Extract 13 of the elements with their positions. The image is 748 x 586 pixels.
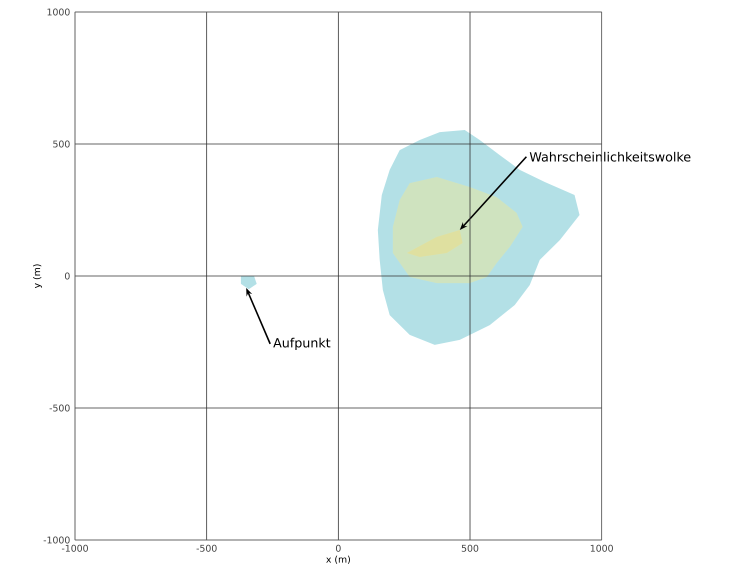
x-axis-title: x (m) xyxy=(326,556,350,564)
annotation: Aufpunkt xyxy=(273,338,330,350)
y-tick-label: -500 xyxy=(50,404,70,412)
y-tick-label: 1000 xyxy=(48,8,70,16)
y-axis-title: y (m) xyxy=(33,264,42,288)
x-tick-label: 500 xyxy=(462,544,478,552)
x-tick-label: -500 xyxy=(196,544,217,552)
y-tick-label: -1000 xyxy=(44,536,70,544)
x-tick-label: 1000 xyxy=(590,544,613,552)
x-tick-label: -1000 xyxy=(62,544,88,552)
y-tick-label: 500 xyxy=(53,140,70,148)
y-tick-label: 0 xyxy=(64,272,70,280)
x-tick-label: 0 xyxy=(336,544,341,552)
